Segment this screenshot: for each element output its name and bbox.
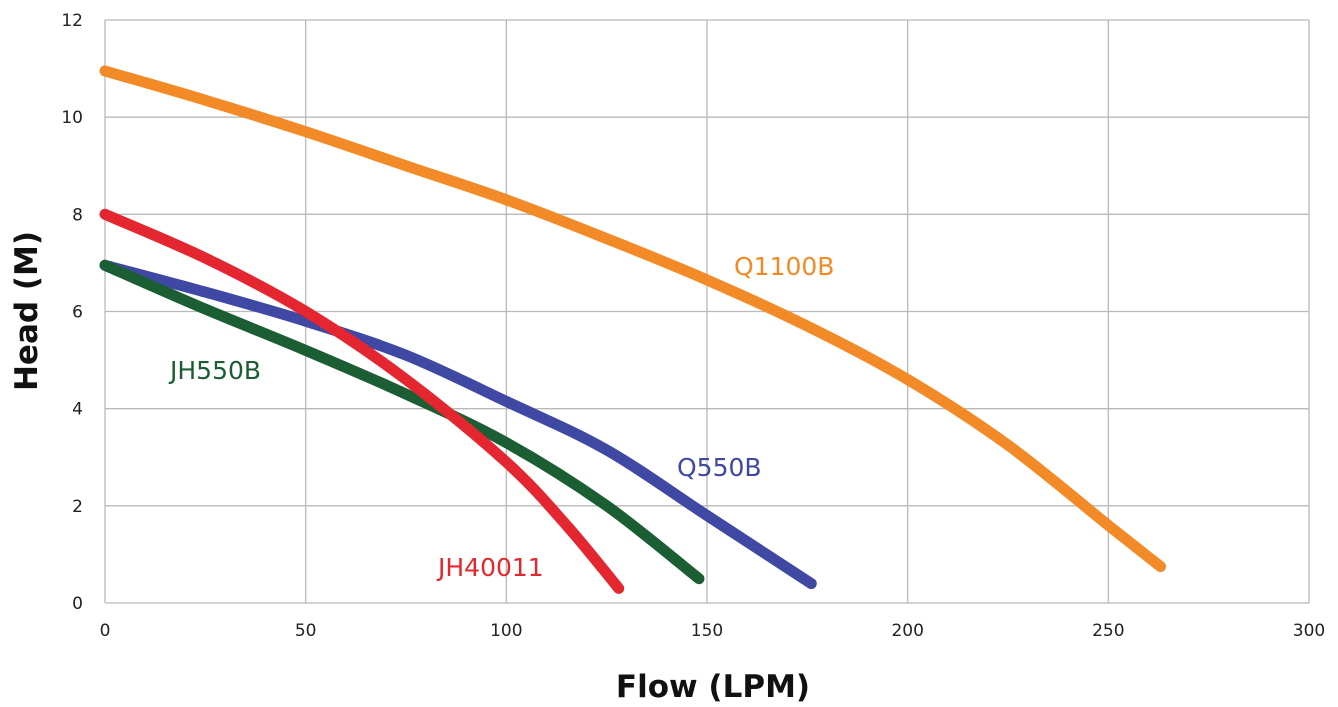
y-tick-label: 10	[61, 108, 83, 128]
y-tick-label: 2	[72, 497, 83, 517]
x-tick-labels: 0 50 100 150 200 250 300	[100, 621, 1326, 641]
x-tick-label: 300	[1293, 621, 1325, 641]
x-axis-title: Flow (LPM)	[616, 669, 810, 705]
series-label-jh40011: JH40011	[436, 553, 544, 582]
y-tick-labels: 0 2 4 6 8 10 12	[61, 11, 83, 614]
series-curves	[99, 65, 1166, 594]
y-tick-label: 6	[72, 303, 83, 323]
x-tick-label: 50	[295, 621, 317, 641]
curve-jh550b	[99, 259, 705, 585]
y-tick-label: 12	[61, 11, 83, 31]
y-tick-label: 8	[72, 205, 83, 225]
curve-q1100b	[99, 65, 1166, 573]
y-axis-title: Head (M)	[9, 231, 45, 391]
curve-jh40011	[99, 208, 625, 594]
curve-q550b	[99, 259, 817, 590]
series-label-q1100b: Q1100B	[734, 252, 834, 281]
series-labels: Q1100B Q550B JH550B JH40011	[168, 252, 834, 582]
x-tick-label: 200	[891, 621, 923, 641]
x-tick-label: 100	[490, 621, 522, 641]
x-tick-label: 250	[1092, 621, 1124, 641]
x-tick-label: 150	[691, 621, 723, 641]
x-tick-label: 0	[100, 621, 111, 641]
y-tick-label: 0	[72, 594, 83, 614]
series-label-q550b: Q550B	[677, 453, 762, 482]
series-label-jh550b: JH550B	[168, 356, 261, 385]
y-tick-label: 4	[72, 400, 83, 420]
